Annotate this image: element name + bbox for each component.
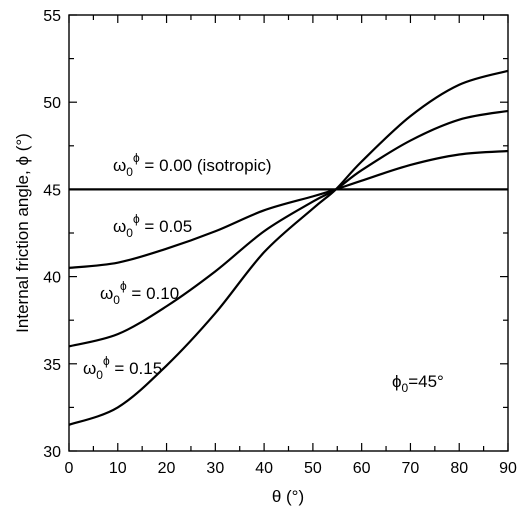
annotation-005: ω0ϕ = 0.05: [113, 212, 192, 240]
plot-frame: [68, 14, 509, 452]
x-tick-label: 90: [499, 460, 517, 477]
annotation-phi0: ϕ0=45°: [392, 372, 444, 395]
x-axis-title: θ (°): [272, 487, 304, 506]
y-tick-label: 35: [43, 357, 61, 374]
series-line-2: [68, 109, 509, 348]
y-axis-title: Internal friction angle, ϕ (°): [13, 133, 32, 333]
series-line-3: [68, 69, 509, 426]
tick-labels: 0 10 20 30 40 50 60 70 80 90 30 35 40 45 50 55: [43, 8, 517, 477]
x-tick-label: 80: [450, 460, 468, 477]
x-tick-label: 0: [65, 460, 74, 477]
x-tick-label: 60: [353, 460, 371, 477]
y-tick-label: 55: [43, 8, 61, 25]
annotation-010: ω0ϕ = 0.10: [100, 279, 179, 307]
series-line-1: [68, 149, 509, 269]
x-tick-label: 70: [402, 460, 420, 477]
y-tick-label: 50: [43, 95, 61, 112]
y-tick-label: 30: [43, 444, 61, 461]
series-lines: [68, 69, 509, 426]
x-tick-label: 20: [158, 460, 176, 477]
x-tick-label: 40: [255, 460, 273, 477]
x-tick-label: 50: [304, 460, 322, 477]
x-tick-label: 10: [109, 460, 127, 477]
annotation-isotropic: ω0ϕ = 0.00 (isotropic): [113, 151, 272, 179]
y-tick-label: 40: [43, 270, 61, 287]
y-tick-label: 45: [43, 182, 61, 199]
annotation-015: ω0ϕ = 0.15: [83, 354, 162, 382]
x-tick-label: 30: [206, 460, 224, 477]
